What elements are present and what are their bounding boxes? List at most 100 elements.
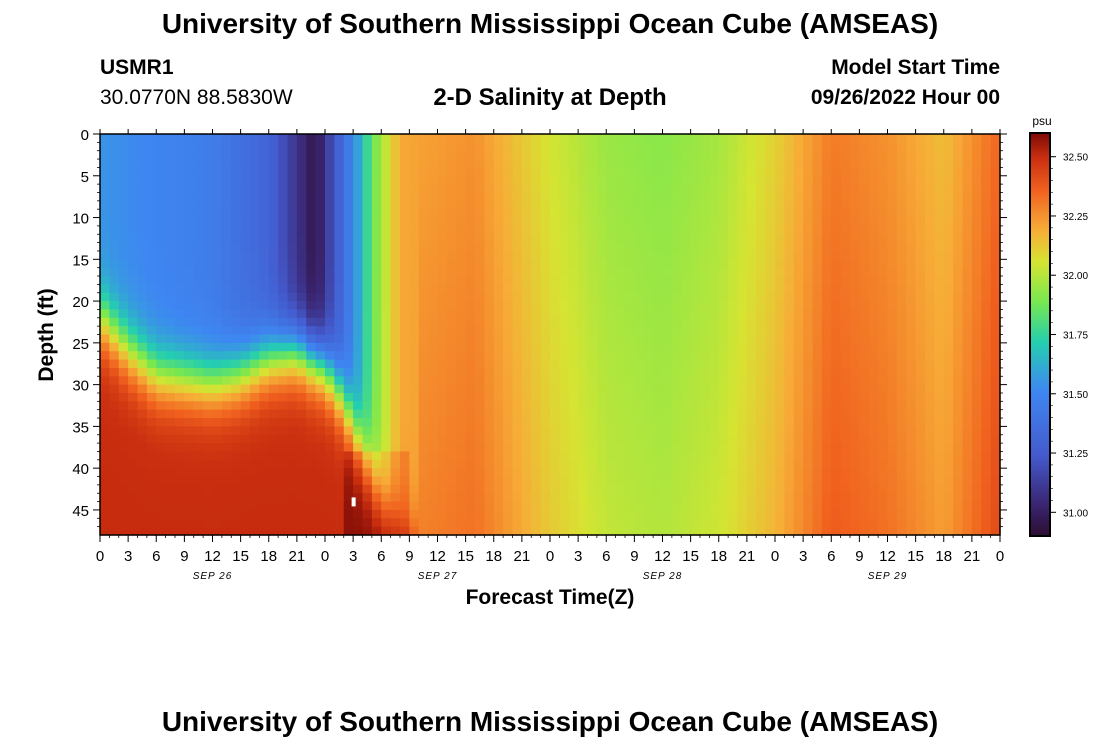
heatmap-cell [156,484,167,494]
heatmap-cell [475,334,485,344]
heatmap-cell [578,309,589,319]
heatmap-cell [653,192,664,202]
heatmap-cell [746,342,757,352]
heatmap-cell [109,451,120,461]
heatmap-cell [334,476,345,486]
heatmap-cell [475,493,485,503]
heatmap-cell [175,409,185,419]
heatmap-cell [850,376,860,386]
heatmap-cell [728,267,739,277]
heatmap-cell [981,150,992,160]
heatmap-cell [100,451,110,461]
heatmap-cell [568,518,579,528]
heatmap-cell [953,225,964,235]
heatmap-cell [137,317,148,327]
heatmap-cell [709,459,720,469]
heatmap-cell [625,493,635,503]
heatmap-cell [334,509,345,519]
heatmap-cell [156,384,167,394]
heatmap-cell [512,242,523,252]
heatmap-cell [728,351,739,361]
heatmap-cell [690,509,701,519]
heatmap-cell [793,459,804,469]
heatmap-cell [259,184,270,194]
heatmap-cell [343,468,354,478]
heatmap-cell [850,301,860,311]
heatmap-cell [428,159,439,169]
heatmap-cell [831,509,842,519]
heatmap-cell [615,167,626,177]
heatmap-cell [550,200,560,210]
heatmap-cell [821,334,832,344]
heatmap-cell [428,451,439,461]
heatmap-cell [203,259,214,269]
heatmap-cell [240,301,251,311]
heatmap-cell [709,167,720,177]
heatmap-cell [625,150,635,160]
heatmap-cell [343,159,354,169]
heatmap-cell [475,284,485,294]
heatmap-cell [550,167,560,177]
heatmap-cell [906,242,917,252]
heatmap-cell [559,376,570,386]
heatmap-cell [596,434,607,444]
heatmap-cell [409,167,420,177]
heatmap-cell [550,326,560,336]
heatmap-cell [400,159,410,169]
heatmap-cell [925,317,935,327]
heatmap-cell [521,459,532,469]
heatmap-cell [146,351,157,361]
heatmap-cell [728,225,739,235]
heatmap-cell [671,476,682,486]
heatmap-cell [878,443,889,453]
heatmap-cell [971,309,982,319]
heatmap-cell [587,267,598,277]
heatmap-cell [915,359,926,369]
heatmap-cell [193,459,204,469]
heatmap-cell [128,142,139,152]
heatmap-cell [887,317,898,327]
heatmap-cell [700,301,710,311]
heatmap-cell [212,234,223,244]
heatmap-cell [765,184,776,194]
heatmap-cell [400,175,410,185]
heatmap-cell [700,209,710,219]
heatmap-cell [578,242,589,252]
heatmap-cell [493,384,504,394]
heatmap-cell [128,501,139,511]
heatmap-cell [353,334,364,344]
heatmap-cell [240,401,251,411]
heatmap-cell [906,209,917,219]
heatmap-cell [381,509,392,519]
heatmap-cell [437,259,448,269]
heatmap-cell [793,493,804,503]
heatmap-cell [278,159,289,169]
heatmap-cell [943,501,954,511]
heatmap-cell [128,484,139,494]
heatmap-cell [446,418,457,427]
heatmap-cell [671,317,682,327]
heatmap-cell [559,342,570,352]
heatmap-cell [737,292,748,302]
heatmap-cell [831,376,842,386]
heatmap-cell [128,509,139,519]
heatmap-cell [896,225,907,235]
heatmap-cell [775,392,785,402]
heatmap-cell [915,217,926,227]
heatmap-cell [184,351,195,361]
heatmap-cell [700,493,710,503]
heatmap-cell [793,242,804,252]
heatmap-cell [315,418,326,427]
heatmap-cell [381,234,392,244]
heatmap-cell [400,443,410,453]
heatmap-cell [128,418,139,427]
heatmap-cell [953,276,964,285]
heatmap-cell [831,292,842,302]
heatmap-cell [343,309,354,319]
heatmap-cell [756,175,767,185]
heatmap-cell [915,468,926,478]
heatmap-cell [493,351,504,361]
heatmap-cell [221,409,232,419]
heatmap-cell [737,359,748,369]
heatmap-cell [765,150,776,160]
